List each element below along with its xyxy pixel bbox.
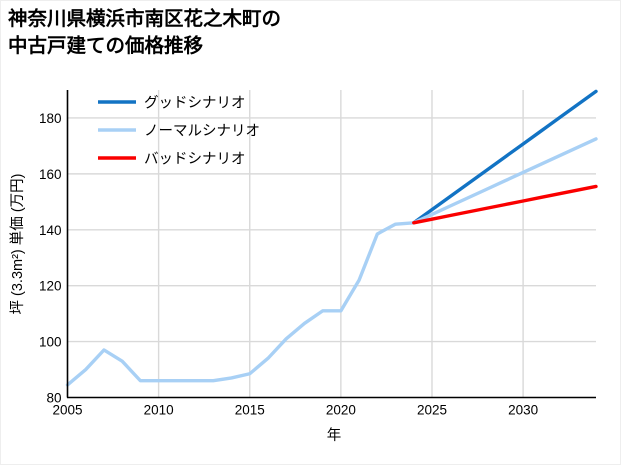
x-tick-label: 2020 xyxy=(326,403,356,418)
x-tick-labels: 2005 2010 2015 2020 2025 2030 xyxy=(52,403,538,418)
y-tick-label: 160 xyxy=(39,167,62,182)
y-tick-labels: 80 100 120 140 160 180 xyxy=(39,111,62,406)
title-line-1: 神奈川県横浜市南区花之木町の xyxy=(8,8,282,30)
page-title: 神奈川県横浜市南区花之木町の 中古戸建ての価格推移 xyxy=(8,6,608,60)
legend-label-ノーマルシナリオ: ノーマルシナリオ xyxy=(144,124,260,140)
x-tick-label: 2015 xyxy=(235,403,265,418)
y-axis-title: 坪 (3.3m²) 単価 (万円) xyxy=(9,174,26,315)
series-layer xyxy=(65,89,598,387)
x-tick-label: 2010 xyxy=(144,403,174,418)
y-tick-label: 80 xyxy=(46,391,61,406)
x-tick-label: 2025 xyxy=(417,403,447,418)
y-tick-label: 180 xyxy=(39,111,62,126)
legend-label-バッドシナリオ: バッドシナリオ xyxy=(144,152,246,168)
y-tick-label: 140 xyxy=(39,223,62,238)
x-tick-label: 2030 xyxy=(508,403,538,418)
series-line-ノーマルシナリオ xyxy=(65,137,598,387)
series-line-グッドシナリオ xyxy=(412,89,598,225)
gridlines xyxy=(67,90,596,398)
legend-label-グッドシナリオ: グッドシナリオ xyxy=(144,95,246,112)
x-axis-title: 年 xyxy=(327,427,342,444)
y-tick-label: 100 xyxy=(39,335,62,350)
title-line-2: 中古戸建ての価格推移 xyxy=(8,35,204,57)
x-tick-label: 2005 xyxy=(52,403,82,418)
series-line-バッドシナリオ xyxy=(412,184,598,225)
y-tick-label: 120 xyxy=(39,279,62,294)
axes xyxy=(66,90,596,399)
